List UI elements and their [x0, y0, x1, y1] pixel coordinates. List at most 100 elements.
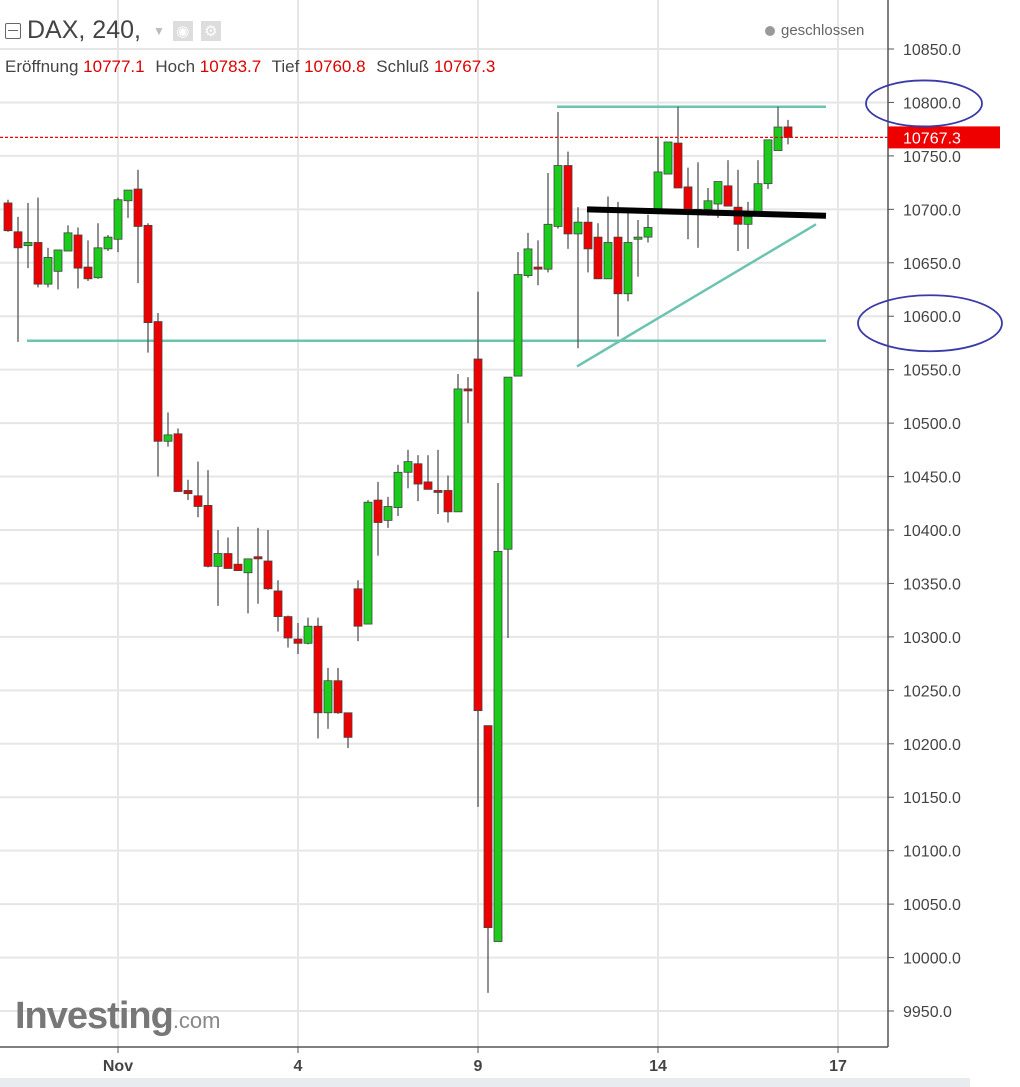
candle-body [33, 242, 43, 285]
candle-body [453, 388, 463, 513]
candle [293, 622, 303, 654]
candle-body [93, 247, 103, 279]
candle-body [653, 171, 663, 210]
x-tick-label: 17 [829, 1058, 847, 1075]
candle-body [23, 242, 33, 247]
candle [483, 725, 493, 993]
candle-body [723, 185, 733, 207]
candle-body [583, 221, 593, 250]
candle-body [363, 501, 373, 625]
symbol-title[interactable]: DAX, 240, [27, 16, 141, 44]
candle [543, 172, 553, 273]
candle-body [683, 186, 693, 212]
candle [353, 580, 363, 642]
candle-body [113, 199, 123, 240]
candle-body [53, 249, 63, 272]
status-dot-icon [765, 25, 775, 36]
candle-body [193, 495, 203, 507]
high-value: 10783.7 [199, 57, 262, 76]
candle [233, 526, 243, 572]
candle-body [233, 563, 243, 572]
candle [433, 449, 443, 514]
candle-body [613, 236, 623, 295]
candle [463, 377, 473, 424]
candle-body [13, 231, 23, 249]
candle [273, 580, 283, 632]
candle [73, 227, 83, 289]
candle-body [403, 461, 413, 473]
ohlc-legend: Eröffnung 10777.1 Hoch 10783.7 Tief 1076… [5, 57, 501, 77]
y-tick-label: 10750.0 [903, 149, 961, 166]
candle-body [3, 202, 13, 232]
gear-icon[interactable]: ⚙ [200, 20, 221, 41]
candle-body [743, 216, 753, 225]
candle [93, 223, 103, 279]
candle-body [123, 189, 133, 202]
candle [723, 160, 733, 207]
x-tick-label: 4 [294, 1058, 303, 1075]
candle-body [383, 506, 393, 521]
trendline [576, 223, 817, 368]
candle-body [603, 242, 613, 280]
last-price-label: 10767.3 [903, 130, 961, 147]
dropdown-icon[interactable]: ▼ [152, 23, 165, 38]
candle [693, 162, 703, 248]
market-status: geschlossen [765, 22, 864, 39]
candle-body [413, 463, 423, 485]
candle-body [313, 625, 323, 714]
candle-body [373, 499, 383, 523]
candle-body [473, 358, 483, 712]
candle [373, 481, 383, 556]
candle-body [483, 725, 493, 929]
candle [643, 214, 653, 243]
candle-body [553, 165, 563, 227]
candle-body [173, 433, 183, 492]
candle [103, 234, 113, 252]
y-tick-label: 10450.0 [903, 470, 961, 487]
last-price-tag [888, 126, 1000, 149]
candle [493, 482, 503, 942]
candle [303, 617, 313, 645]
highlight-ellipse [865, 79, 983, 128]
y-tick-label: 10500.0 [903, 416, 961, 433]
candle [263, 530, 273, 590]
candle-body [353, 588, 363, 627]
support-annotation [586, 206, 827, 219]
candle [203, 470, 213, 568]
collapse-icon[interactable] [5, 22, 21, 39]
investing-logo: Investing.com [15, 995, 221, 1037]
eye-icon[interactable]: ◉ [172, 20, 193, 41]
y-tick-label: 10400.0 [903, 523, 961, 540]
candle [243, 558, 253, 614]
candle [763, 139, 773, 190]
candle [173, 428, 183, 492]
candle [63, 225, 73, 252]
candle [213, 530, 223, 606]
candle-body [263, 560, 273, 590]
candle [473, 291, 483, 807]
candle-body [273, 590, 283, 617]
candle [83, 240, 93, 281]
candle [503, 376, 513, 638]
candle [563, 151, 573, 249]
candle [113, 197, 123, 253]
y-tick-label: 10650.0 [903, 256, 961, 273]
candle-body [673, 142, 683, 189]
candle-body [253, 556, 263, 560]
candle-body [73, 234, 83, 269]
candle-body [293, 638, 303, 644]
candle-body [153, 321, 163, 442]
candle [743, 201, 753, 249]
bottom-scrollbar[interactable] [0, 1078, 970, 1087]
candle [383, 496, 393, 528]
candle [653, 136, 663, 210]
candle-body [703, 200, 713, 210]
candle-body [783, 126, 793, 138]
candle [53, 249, 63, 290]
candle-body [563, 165, 573, 235]
candle [623, 212, 633, 302]
candle [133, 169, 143, 284]
candle-body [103, 236, 113, 250]
y-tick-label: 10100.0 [903, 844, 961, 861]
